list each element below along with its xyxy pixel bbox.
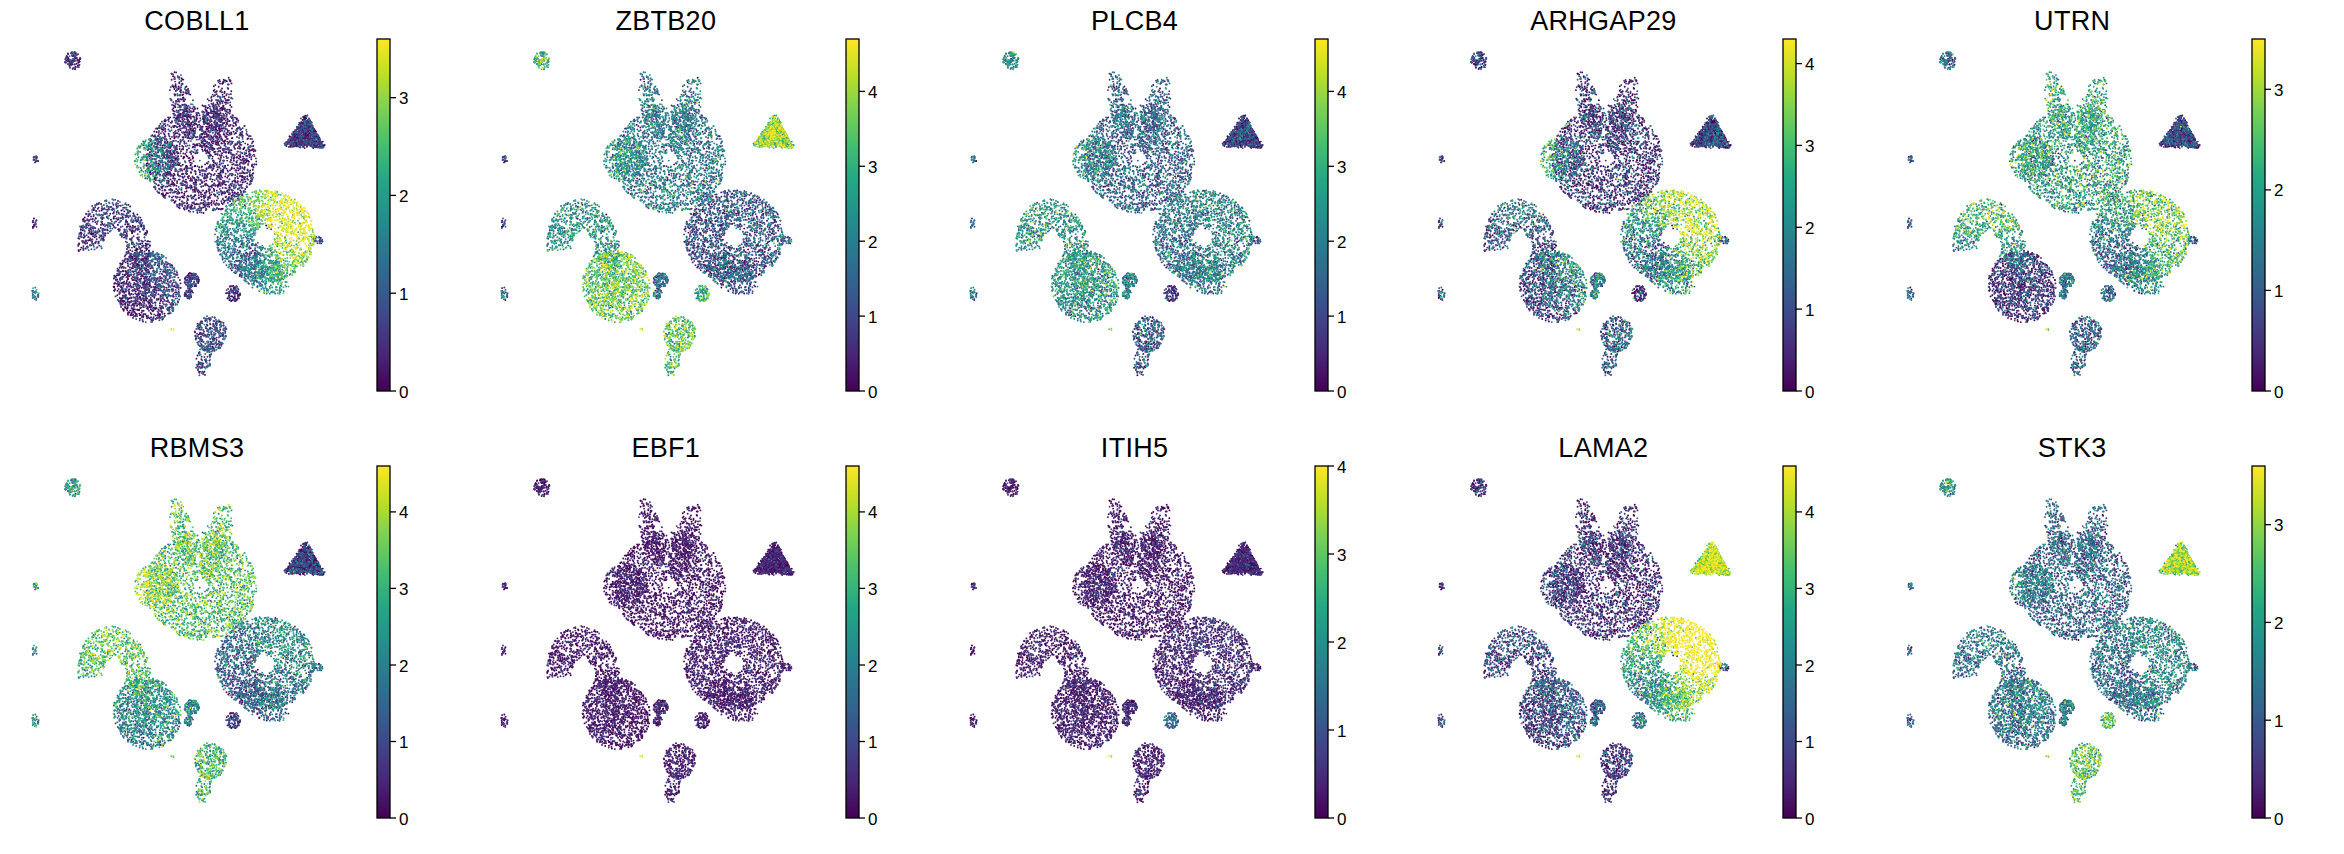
svg-text:0: 0: [1337, 383, 1346, 402]
svg-text:3: 3: [2274, 81, 2283, 100]
svg-text:3: 3: [399, 89, 408, 108]
svg-text:1: 1: [868, 733, 877, 752]
svg-text:0: 0: [2274, 810, 2283, 829]
svg-text:4: 4: [1337, 83, 1346, 102]
svg-text:0: 0: [2274, 383, 2283, 402]
svg-text:2: 2: [2274, 614, 2283, 633]
svg-text:1: 1: [399, 733, 408, 752]
svg-text:4: 4: [868, 83, 877, 102]
svg-text:2: 2: [1805, 219, 1814, 238]
svg-text:1: 1: [1805, 733, 1814, 752]
svg-text:0: 0: [868, 810, 877, 829]
svg-text:1: 1: [1337, 722, 1346, 741]
svg-text:4: 4: [868, 503, 877, 522]
svg-text:2: 2: [399, 187, 408, 206]
svg-text:3: 3: [399, 580, 408, 599]
svg-text:2: 2: [1337, 233, 1346, 252]
svg-text:4: 4: [399, 503, 408, 522]
svg-text:3: 3: [868, 158, 877, 177]
svg-text:3: 3: [1337, 546, 1346, 565]
svg-text:1: 1: [399, 285, 408, 304]
svg-text:1: 1: [868, 308, 877, 327]
svg-text:3: 3: [1805, 137, 1814, 156]
svg-text:2: 2: [1805, 657, 1814, 676]
svg-text:1: 1: [1337, 308, 1346, 327]
svg-text:1: 1: [2274, 712, 2283, 731]
svg-text:2: 2: [1337, 634, 1346, 653]
svg-text:2: 2: [868, 657, 877, 676]
svg-text:3: 3: [1805, 580, 1814, 599]
svg-text:2: 2: [868, 233, 877, 252]
svg-text:4: 4: [1805, 55, 1814, 74]
svg-text:0: 0: [1337, 810, 1346, 829]
svg-text:4: 4: [1805, 503, 1814, 522]
svg-text:3: 3: [868, 580, 877, 599]
svg-text:0: 0: [399, 810, 408, 829]
svg-text:2: 2: [399, 657, 408, 676]
svg-text:1: 1: [1805, 301, 1814, 320]
svg-text:3: 3: [1337, 158, 1346, 177]
svg-text:3: 3: [2274, 516, 2283, 535]
svg-text:2: 2: [2274, 181, 2283, 200]
svg-text:0: 0: [1805, 810, 1814, 829]
svg-text:0: 0: [399, 383, 408, 402]
svg-text:4: 4: [1337, 458, 1346, 477]
svg-text:0: 0: [868, 383, 877, 402]
svg-text:0: 0: [1805, 383, 1814, 402]
svg-text:1: 1: [2274, 282, 2283, 301]
